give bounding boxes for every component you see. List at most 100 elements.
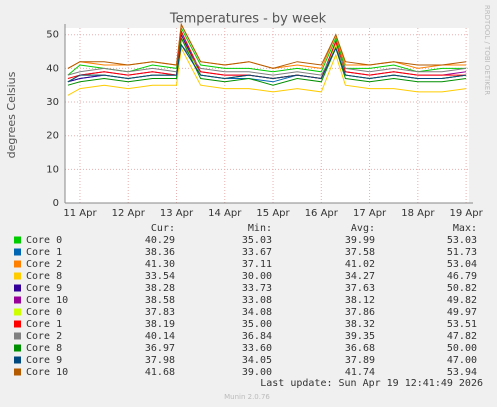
legend-stat: 30.00 (242, 271, 272, 282)
legend-stat: 35.00 (242, 319, 272, 330)
column-header: Max: (453, 223, 477, 234)
legend-stat: 38.36 (145, 247, 175, 258)
series-line (67, 43, 467, 76)
legend-stat: 53.03 (447, 235, 477, 246)
legend-stat: 47.00 (447, 355, 477, 366)
series-line (67, 43, 467, 83)
legend-stat: 37.63 (345, 283, 375, 294)
legend-label: Core 9 (26, 355, 62, 366)
legend-stat: 50.82 (447, 283, 477, 294)
y-tick-label: 20 (46, 131, 59, 142)
legend-label: Core 1 (26, 319, 62, 330)
side-text: RRDTOOL / TOBI OETIKER (483, 5, 491, 95)
legend-stat: 34.08 (242, 307, 272, 318)
legend-stat: 46.79 (447, 271, 477, 282)
legend-stat: 41.74 (345, 367, 375, 378)
legend-stat: 36.68 (345, 343, 375, 354)
legend-stat: 53.94 (447, 367, 477, 378)
legend-stat: 34.27 (345, 271, 375, 282)
legend-stat: 37.11 (242, 259, 272, 270)
legend-swatch (14, 320, 21, 328)
series-line (67, 22, 467, 69)
plot-area (65, 28, 469, 203)
legend-stat: 53.04 (447, 259, 477, 270)
x-tick-label: 15 Apr (256, 208, 290, 219)
legend-stat: 39.35 (345, 331, 375, 342)
x-tick-label: 14 Apr (208, 208, 242, 219)
series-line (67, 26, 467, 76)
legend-stat: 37.83 (145, 307, 175, 318)
legend-swatch (14, 356, 21, 364)
legend-stat: 53.51 (447, 319, 477, 330)
legend-stat: 50.00 (447, 343, 477, 354)
legend-label: Core 8 (26, 271, 62, 282)
legend-stat: 38.28 (145, 283, 175, 294)
legend-stat: 36.84 (242, 331, 272, 342)
x-tick-label: 18 Apr (401, 208, 435, 219)
chart-title: Temperatures - by week (169, 12, 327, 27)
y-tick-label: 0 (53, 198, 59, 209)
legend-label: Core 0 (26, 307, 62, 318)
legend-label: Core 8 (26, 343, 62, 354)
column-header: Avg: (351, 223, 375, 234)
legend-swatch (14, 368, 21, 376)
legend-stat: 35.03 (242, 235, 272, 246)
legend-stat: 49.82 (447, 295, 477, 306)
series-line (67, 46, 467, 96)
legend-stat: 39.00 (242, 367, 272, 378)
legend-swatch (14, 296, 21, 304)
legend-stat: 36.97 (145, 343, 175, 354)
legend-stat: 37.98 (145, 355, 175, 366)
legend-stat: 33.73 (242, 283, 272, 294)
legend-stat: 40.14 (145, 331, 175, 342)
legend-stat: 41.02 (345, 259, 375, 270)
legend-label: Core 9 (26, 283, 62, 294)
y-tick-label: 40 (46, 63, 59, 74)
y-axis-label: degrees Celsius (5, 71, 18, 158)
legend-swatch (14, 332, 21, 340)
legend-stat: 38.19 (145, 319, 175, 330)
legend-swatch (14, 248, 21, 256)
legend-swatch (14, 344, 21, 352)
legend-stat: 34.05 (242, 355, 272, 366)
legend-stat: 51.73 (447, 247, 477, 258)
legend-stat: 37.89 (345, 355, 375, 366)
legend-stat: 33.08 (242, 295, 272, 306)
legend-stat: 49.97 (447, 307, 477, 318)
x-tick-label: 11 Apr (63, 208, 97, 219)
x-tick-label: 16 Apr (305, 208, 339, 219)
legend-label: Core 2 (26, 259, 62, 270)
legend-label: Core 10 (26, 295, 68, 306)
legend-stat: 41.68 (145, 367, 175, 378)
legend-label: Core 1 (26, 247, 62, 258)
legend-stat: 41.30 (145, 259, 175, 270)
legend-stat: 38.58 (145, 295, 175, 306)
x-tick-label: 13 Apr (160, 208, 194, 219)
legend-label: Core 2 (26, 331, 62, 342)
legend-swatch (14, 236, 21, 244)
column-header: Cur: (151, 223, 175, 234)
series-line (67, 36, 467, 86)
x-tick-label: 12 Apr (112, 208, 146, 219)
legend-stat: 37.58 (345, 247, 375, 258)
legend-label: Core 10 (26, 367, 68, 378)
legend-stat: 37.86 (345, 307, 375, 318)
legend-swatch (14, 284, 21, 292)
legend-swatch (14, 272, 21, 280)
legend-stat: 33.67 (242, 247, 272, 258)
legend-stat: 38.12 (345, 295, 375, 306)
legend-stat: 40.29 (145, 235, 175, 246)
y-tick-label: 30 (46, 97, 59, 108)
legend-stat: 47.82 (447, 331, 477, 342)
legend-stat: 33.54 (145, 271, 175, 282)
legend-stat: 38.32 (345, 319, 375, 330)
legend-swatch (14, 308, 21, 316)
x-tick-label: 17 Apr (353, 208, 387, 219)
legend-stat: 33.60 (242, 343, 272, 354)
x-tick-label: 19 Apr (450, 208, 484, 219)
last-update: Last update: Sun Apr 19 12:41:49 2026 (260, 378, 483, 389)
legend-label: Core 0 (26, 235, 62, 246)
legend-stat: 39.99 (345, 235, 375, 246)
y-tick-label: 10 (46, 164, 59, 175)
